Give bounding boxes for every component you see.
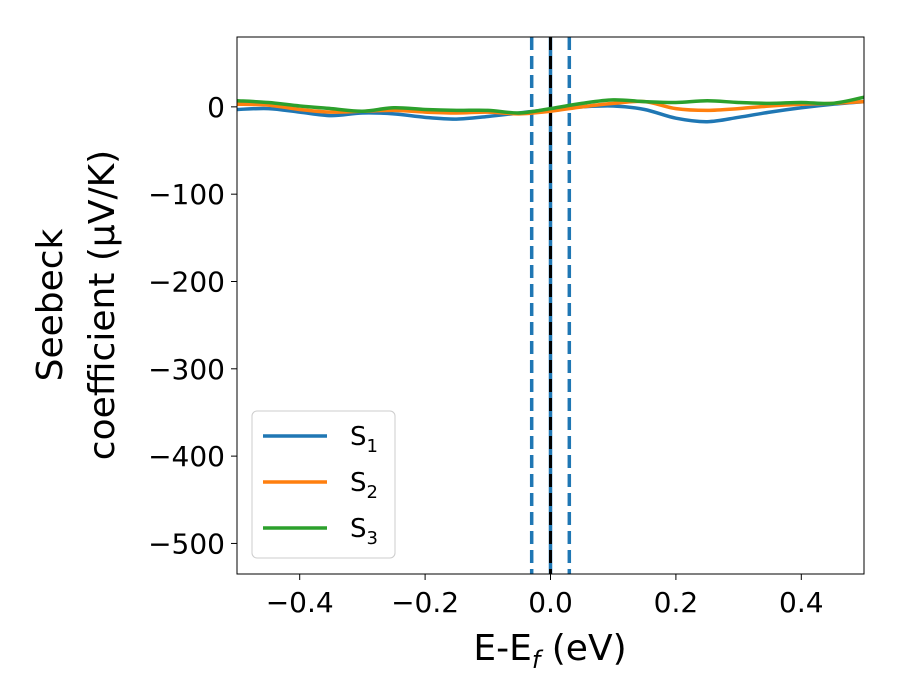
y-tick-label: 0: [207, 91, 225, 124]
x-tick-label: −0.2: [391, 586, 459, 619]
x-tick-label: 0.4: [779, 586, 824, 619]
x-axis-label: E-Ef (eV): [473, 628, 626, 674]
y-axis-label-line2: coefficient (μV/K): [82, 150, 123, 460]
x-tick-label: 0.0: [528, 586, 573, 619]
y-axis-label: Seebeck coefficient (μV/K): [30, 150, 123, 460]
x-tick-label: −0.4: [266, 586, 334, 619]
reference-lines: [529, 37, 572, 574]
series-line-3: [237, 95, 864, 115]
y-tick-label: −500: [148, 527, 225, 560]
legend-frame: [251, 410, 396, 559]
y-axis: 0 −100 −200 −300 −400 −500: [148, 91, 237, 560]
legend-label-1: S1: [350, 422, 378, 457]
y-tick-label: −200: [148, 265, 225, 298]
series-line-2: [237, 99, 864, 116]
legend-label-3: S3: [350, 514, 378, 549]
legend-label-2: S2: [350, 468, 378, 503]
x-tick-label: 0.2: [654, 586, 699, 619]
x-axis: −0.4 −0.2 0.0 0.2 0.4: [266, 574, 824, 619]
y-tick-label: −300: [148, 353, 225, 386]
y-tick-label: −100: [148, 178, 225, 211]
legend: S1 S2 S3: [251, 410, 396, 559]
y-axis-label-line1: Seebeck: [30, 228, 71, 381]
series-group: [237, 95, 864, 124]
y-tick-label: −400: [148, 440, 225, 473]
